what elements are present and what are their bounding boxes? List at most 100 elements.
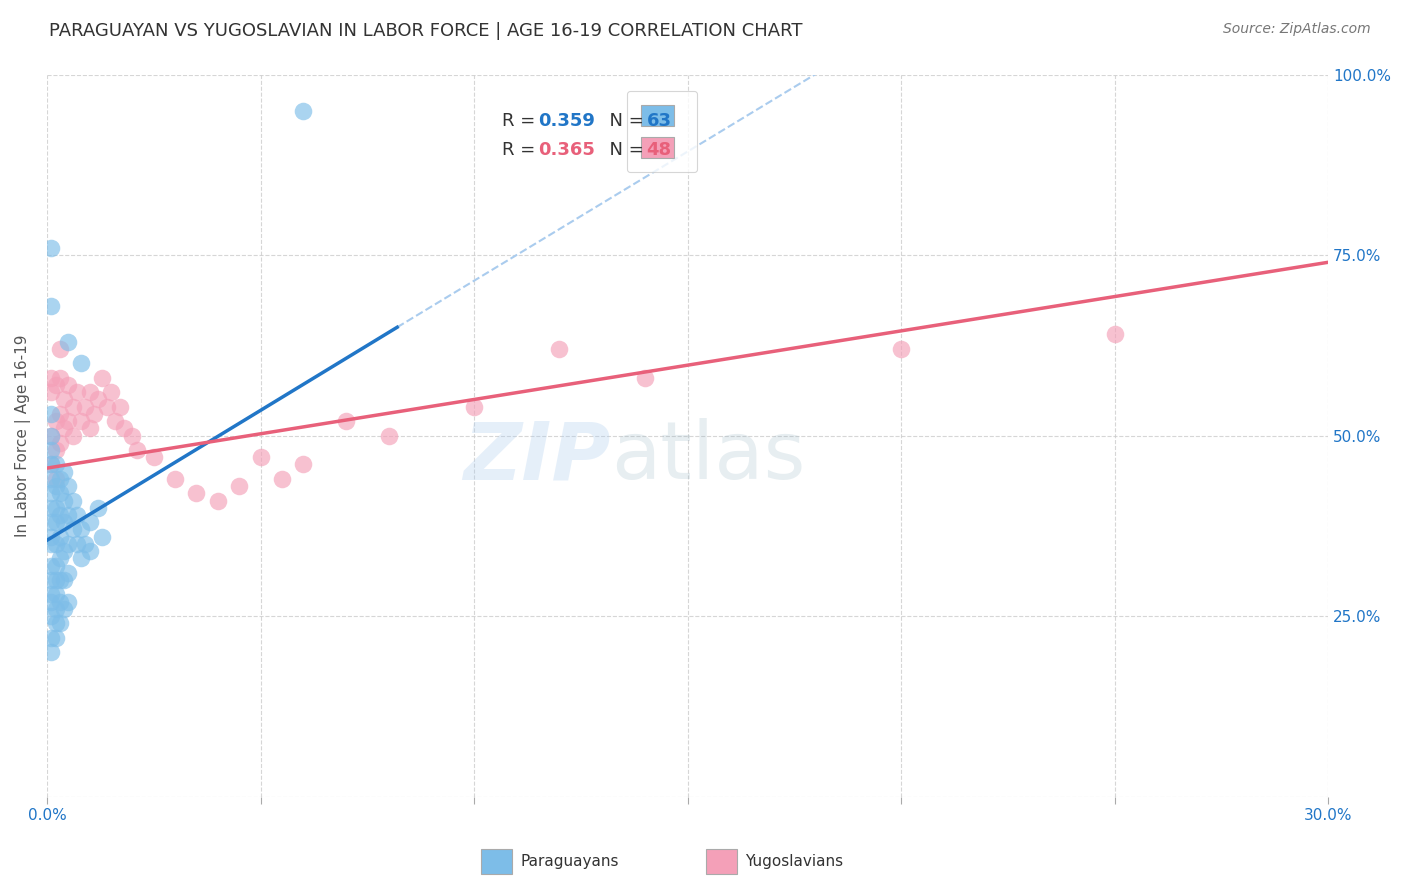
Point xyxy=(104,414,127,428)
Point xyxy=(39,515,62,529)
Point xyxy=(292,458,315,472)
Point xyxy=(62,428,84,442)
Point xyxy=(548,342,571,356)
Point xyxy=(58,479,80,493)
Point xyxy=(44,378,66,392)
Point xyxy=(44,479,66,493)
Point xyxy=(87,392,110,407)
Point xyxy=(108,400,131,414)
Point xyxy=(142,450,165,465)
Point xyxy=(49,573,72,587)
Point xyxy=(39,587,62,601)
Point xyxy=(39,458,62,472)
Point xyxy=(39,428,62,442)
Point xyxy=(62,400,84,414)
Point xyxy=(125,443,148,458)
Point xyxy=(49,616,72,631)
Text: 63: 63 xyxy=(647,112,672,130)
Point xyxy=(66,508,89,522)
Point xyxy=(44,472,66,486)
Point xyxy=(335,414,357,428)
Point xyxy=(634,371,657,385)
Point xyxy=(49,508,72,522)
Text: 0.365: 0.365 xyxy=(537,141,595,160)
Point xyxy=(53,392,76,407)
Point xyxy=(165,472,187,486)
Point xyxy=(79,421,101,435)
Point xyxy=(49,551,72,566)
Point xyxy=(49,407,72,421)
Point xyxy=(53,602,76,616)
Point xyxy=(66,537,89,551)
Point xyxy=(62,493,84,508)
Legend: , : , xyxy=(627,91,697,172)
Point xyxy=(39,486,62,500)
Point xyxy=(49,486,72,500)
Point xyxy=(44,500,66,515)
Point xyxy=(53,493,76,508)
Point xyxy=(49,371,72,385)
Point xyxy=(58,378,80,392)
Point xyxy=(79,515,101,529)
Point xyxy=(121,428,143,442)
Point xyxy=(53,544,76,558)
Point xyxy=(39,609,62,624)
Text: PARAGUAYAN VS YUGOSLAVIAN IN LABOR FORCE | AGE 16-19 CORRELATION CHART: PARAGUAYAN VS YUGOSLAVIAN IN LABOR FORCE… xyxy=(49,22,803,40)
Point xyxy=(49,595,72,609)
Text: ZIP: ZIP xyxy=(464,418,610,496)
Point xyxy=(53,465,76,479)
Text: Paraguayans: Paraguayans xyxy=(520,855,619,869)
Point xyxy=(890,342,912,356)
Point xyxy=(270,472,292,486)
Point xyxy=(39,530,62,544)
Point xyxy=(228,479,250,493)
Text: R =: R = xyxy=(502,141,541,160)
Point xyxy=(44,602,66,616)
Point xyxy=(91,530,114,544)
Point xyxy=(75,400,97,414)
Point xyxy=(75,537,97,551)
Point xyxy=(58,414,80,428)
Point xyxy=(44,573,66,587)
Text: 48: 48 xyxy=(647,141,672,160)
Point xyxy=(39,645,62,659)
Point xyxy=(44,458,66,472)
Point xyxy=(53,421,76,435)
Point xyxy=(44,414,66,428)
Point xyxy=(39,500,62,515)
Point xyxy=(44,537,66,551)
Text: atlas: atlas xyxy=(610,418,806,496)
Point xyxy=(39,443,62,458)
Point xyxy=(463,400,485,414)
Point xyxy=(39,241,62,255)
Point xyxy=(44,587,66,601)
Y-axis label: In Labor Force | Age 16-19: In Labor Force | Age 16-19 xyxy=(15,334,31,537)
Point xyxy=(39,573,62,587)
Point xyxy=(39,299,62,313)
Point xyxy=(96,400,118,414)
Point xyxy=(53,515,76,529)
Point xyxy=(44,515,66,529)
Point xyxy=(39,631,62,645)
Point xyxy=(39,428,62,442)
Point xyxy=(79,385,101,400)
Text: Source: ZipAtlas.com: Source: ZipAtlas.com xyxy=(1223,22,1371,37)
Point xyxy=(58,566,80,580)
Point xyxy=(79,544,101,558)
Point xyxy=(58,508,80,522)
Point xyxy=(44,616,66,631)
Point xyxy=(292,103,315,118)
Point xyxy=(49,472,72,486)
Point xyxy=(207,493,229,508)
Point xyxy=(49,530,72,544)
Point xyxy=(53,573,76,587)
Text: R =: R = xyxy=(502,112,541,130)
Point xyxy=(39,458,62,472)
Point xyxy=(39,472,62,486)
Point xyxy=(70,414,93,428)
Point xyxy=(83,407,105,421)
Text: Yugoslavians: Yugoslavians xyxy=(745,855,844,869)
Text: 0.359: 0.359 xyxy=(537,112,595,130)
Point xyxy=(44,631,66,645)
Point xyxy=(49,342,72,356)
